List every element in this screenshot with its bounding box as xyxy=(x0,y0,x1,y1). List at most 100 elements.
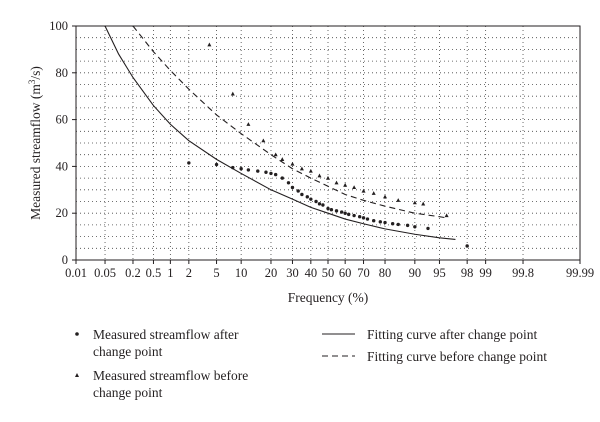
legend-dot-marker xyxy=(75,332,79,336)
point-before-change xyxy=(383,194,388,199)
point-after-change xyxy=(239,167,243,171)
point-before-change xyxy=(207,42,212,47)
point-before-change xyxy=(421,201,426,206)
x-tick-label: 2 xyxy=(186,266,192,280)
point-after-change xyxy=(296,189,300,193)
y-axis-title: Measured streamflow (m3/s) xyxy=(27,66,43,220)
point-before-change xyxy=(317,173,322,178)
x-tick-label: 80 xyxy=(379,266,392,280)
point-after-change xyxy=(305,195,310,199)
x-tick-label: 95 xyxy=(433,266,446,280)
point-before-change xyxy=(396,198,401,202)
point-after-change xyxy=(317,202,322,206)
point-before-change xyxy=(261,138,266,143)
legend-triangle-marker xyxy=(75,373,79,377)
legend-label-before-points-line2: change point xyxy=(93,385,163,400)
point-before-change xyxy=(280,157,285,161)
x-tick-label: 90 xyxy=(409,266,422,280)
point-after-change xyxy=(352,213,356,218)
legend-label-before-curve: Fitting curve before change point xyxy=(367,349,547,364)
point-after-change xyxy=(390,222,395,226)
point-after-change xyxy=(361,216,366,220)
x-tick-label: 0.01 xyxy=(65,266,87,280)
legend-item-after-curve: Fitting curve after change point xyxy=(322,327,537,342)
point-before-change xyxy=(343,182,348,187)
point-before-change xyxy=(412,200,417,205)
point-before-change xyxy=(444,213,449,218)
y-tick-label: 100 xyxy=(49,19,68,33)
point-after-change xyxy=(214,162,219,167)
point-after-change xyxy=(321,203,325,207)
y-tick-label: 20 xyxy=(56,206,69,220)
point-after-change xyxy=(465,244,469,248)
x-tick-label: 0.05 xyxy=(94,266,116,280)
legend-item-before-points: Measured streamflow before change point xyxy=(75,368,248,400)
x-tick-label: 0.2 xyxy=(125,266,141,280)
point-after-change xyxy=(365,217,370,221)
point-after-change xyxy=(346,212,351,217)
point-before-change xyxy=(273,152,278,157)
x-tick-label: 30 xyxy=(286,266,299,280)
point-after-change xyxy=(314,199,318,204)
x-tick-label: 20 xyxy=(265,266,278,280)
y-tick-label: 80 xyxy=(56,66,69,80)
x-tick-label: 99 xyxy=(479,266,492,280)
point-after-change xyxy=(413,225,417,229)
legend-item-before-curve: Fitting curve before change point xyxy=(322,349,547,364)
axis-ticks: 0.01 0.05 0.2 0.5 1 2 5 10 20 30 40 50 60 70 80 90 95 98 9… xyxy=(49,19,594,280)
point-before-change xyxy=(326,175,330,180)
x-tick-label: 10 xyxy=(235,266,248,280)
point-after-change xyxy=(329,207,334,212)
y-tick-label: 0 xyxy=(62,253,68,267)
point-before-change xyxy=(334,180,339,185)
point-before-change xyxy=(371,191,376,195)
x-tick-label: 99.99 xyxy=(566,266,594,280)
x-axis-title: Frequency (%) xyxy=(288,290,369,305)
x-tick-label: 99.8 xyxy=(512,266,534,280)
point-before-change xyxy=(290,161,295,166)
point-after-change xyxy=(396,222,400,227)
point-after-change xyxy=(290,185,295,190)
fitting-curve-before xyxy=(132,25,447,219)
point-after-change xyxy=(187,161,191,165)
legend-label-after-points-line2: change point xyxy=(93,344,163,359)
point-after-change xyxy=(300,192,304,197)
point-after-change xyxy=(372,218,376,223)
point-after-change xyxy=(405,223,410,228)
x-tick-label: 60 xyxy=(339,266,352,280)
legend-label-after-points-line1: Measured streamflow after xyxy=(93,327,239,342)
point-after-change xyxy=(256,169,260,173)
point-after-change xyxy=(426,226,430,231)
fitting-curve-after xyxy=(104,25,456,240)
point-after-change xyxy=(309,197,313,201)
point-before-change xyxy=(246,122,251,126)
point-after-change xyxy=(357,215,362,219)
point-after-change xyxy=(273,172,278,177)
point-before-change xyxy=(230,91,235,96)
point-after-change xyxy=(334,209,339,213)
y-tick-label: 40 xyxy=(56,159,69,173)
point-after-change xyxy=(326,206,330,211)
series xyxy=(104,25,469,248)
point-after-change xyxy=(343,211,347,215)
y-tick-label: 60 xyxy=(56,113,69,127)
point-after-change xyxy=(246,168,251,172)
x-tick-label: 0.5 xyxy=(146,266,162,280)
point-after-change xyxy=(269,171,273,176)
point-after-change xyxy=(280,176,284,180)
x-tick-label: 50 xyxy=(322,266,335,280)
point-before-change xyxy=(308,168,313,173)
x-tick-label: 40 xyxy=(305,266,318,280)
point-before-change xyxy=(352,185,357,190)
x-tick-label: 1 xyxy=(167,266,173,280)
point-after-change xyxy=(383,220,387,225)
legend: Measured streamflow after change point M… xyxy=(75,327,547,400)
point-before-change xyxy=(299,166,304,171)
point-after-change xyxy=(378,220,383,224)
x-tick-label: 98 xyxy=(461,266,474,280)
x-tick-label: 70 xyxy=(357,266,370,280)
point-after-change xyxy=(264,170,268,174)
point-before-change xyxy=(361,188,366,193)
point-after-change xyxy=(339,210,344,214)
